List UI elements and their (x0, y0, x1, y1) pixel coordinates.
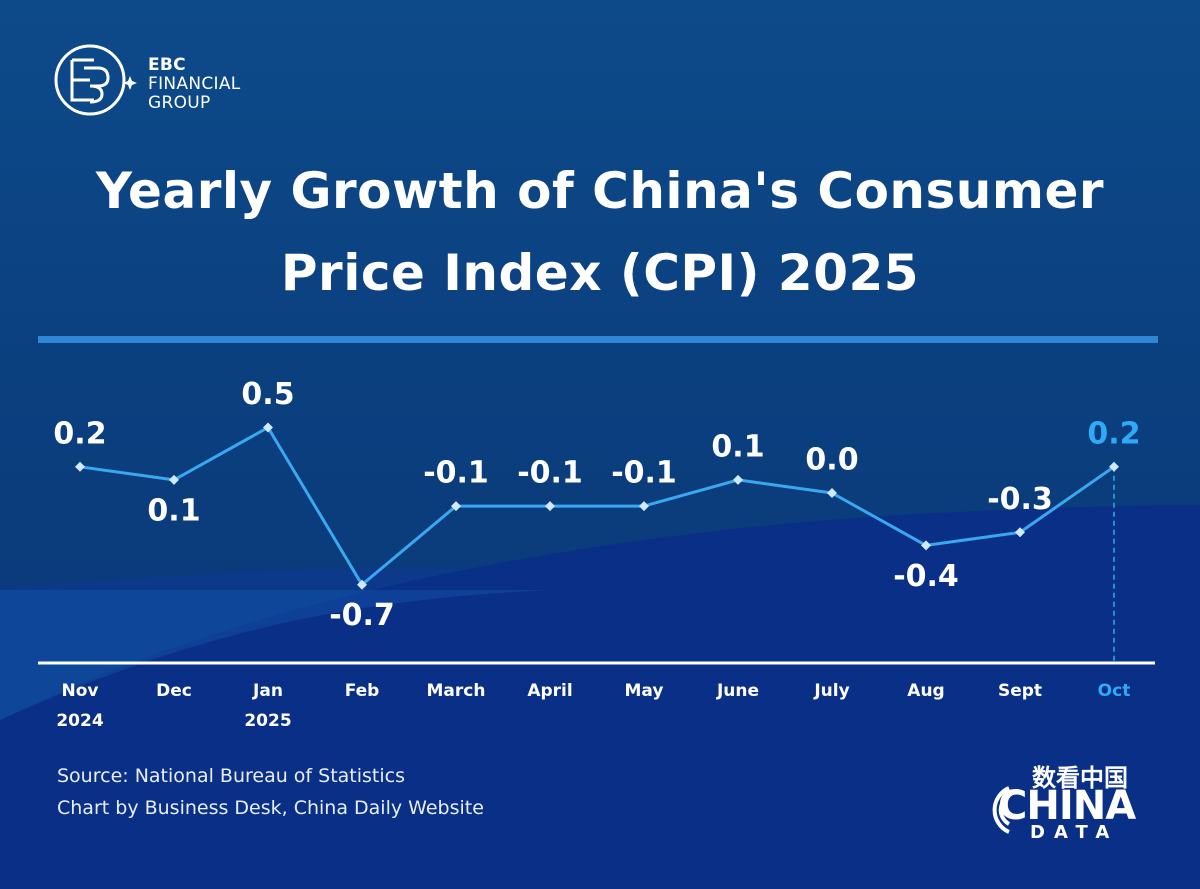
point (451, 501, 461, 512)
x-tick-label: Jan 2025 (244, 681, 292, 731)
data-label: -0.1 (423, 456, 489, 491)
x-tick-label: March (426, 681, 486, 701)
data-label: 0.5 (241, 377, 294, 412)
data-label: -0.1 (517, 456, 583, 491)
data-label: 0.2 (53, 416, 106, 451)
x-tick-label: June (716, 681, 760, 701)
x-tick-label: July (814, 681, 850, 701)
divider (38, 336, 1158, 343)
point (921, 540, 931, 551)
x-tick-label: Oct (1097, 681, 1131, 701)
x-tick-label: May (624, 681, 664, 701)
brand-sub: DATA (1030, 822, 1119, 843)
data-label: -0.4 (893, 559, 959, 594)
point (263, 422, 273, 433)
line (79, 426, 1115, 587)
point (545, 501, 555, 512)
logo-line: FINANCIAL (148, 74, 241, 94)
point (639, 501, 649, 512)
point (1015, 527, 1025, 538)
data-label: 0.0 (805, 443, 858, 478)
point (357, 579, 367, 590)
brand-cn: 数看中国 (1032, 764, 1128, 792)
point (733, 474, 743, 485)
data-label: -0.3 (987, 482, 1053, 517)
x-tick-label: Dec (156, 681, 192, 701)
x-tick-label: Aug (907, 681, 945, 701)
credit: Chart by Business Desk, China Daily Webs… (57, 797, 484, 819)
brand-mark (992, 786, 1011, 834)
brand: CHINA (998, 783, 1136, 829)
point (1109, 461, 1119, 472)
point (75, 461, 85, 472)
x-tick-label: Nov 2024 (56, 681, 104, 731)
data-label: -0.1 (611, 456, 677, 491)
x-tick-label: Feb (344, 681, 380, 701)
logo-text: EBC FINANCIAL GROUP (148, 56, 241, 113)
data-label: 0.1 (147, 493, 200, 528)
x-tick-label: April (527, 681, 573, 701)
data-label: 0.2 (1087, 416, 1140, 451)
logo-line: EBC (148, 55, 186, 75)
point (169, 474, 179, 485)
chart-title: Yearly Growth of China's Consumer Price … (95, 162, 1105, 302)
logo-mark (54, 44, 137, 116)
data-label: 0.1 (711, 429, 764, 464)
x-tick-label: Sept (997, 681, 1043, 701)
point (827, 488, 837, 498)
logo-line: GROUP (148, 93, 211, 113)
data-label: -0.7 (329, 598, 395, 633)
source: Source: National Bureau of Statistics (57, 765, 406, 787)
